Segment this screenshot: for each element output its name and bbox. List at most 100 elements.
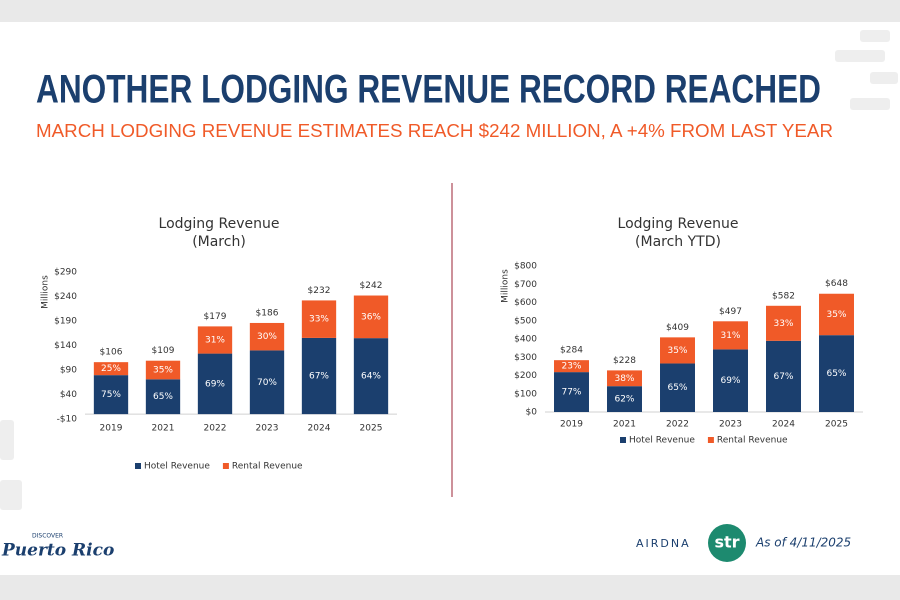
share-label: 69%	[205, 379, 225, 389]
total-label: $109	[152, 346, 175, 356]
share-label: 77%	[561, 388, 581, 398]
x-tick-label: 2022	[204, 424, 227, 434]
bar-segment	[145, 379, 181, 415]
total-label: $497	[719, 307, 742, 317]
bar-segment	[660, 337, 695, 364]
bar-segment	[819, 335, 854, 412]
y-tick-label: $290	[54, 268, 77, 278]
total-label: $648	[825, 279, 848, 289]
y-tick-label: $40	[60, 390, 77, 400]
bar-segment	[249, 350, 285, 415]
share-label: 25%	[101, 364, 121, 374]
share-label: 31%	[720, 331, 740, 341]
chart-subtitle: (March YTD)	[635, 234, 721, 250]
bar-segment	[197, 353, 233, 415]
legend-swatch	[620, 437, 626, 443]
y-tick-label: $0	[526, 408, 538, 418]
x-tick-label: 2024	[772, 420, 795, 430]
x-tick-label: 2022	[666, 420, 689, 430]
share-label: 65%	[667, 383, 687, 393]
y-tick-label: $300	[514, 353, 537, 363]
y-tick-label: -$10	[57, 415, 78, 425]
y-tick-label: $700	[514, 280, 537, 290]
y-tick-label: $240	[54, 292, 77, 302]
share-label: 35%	[826, 310, 846, 320]
x-tick-label: 2024	[308, 424, 331, 434]
bar-segment	[353, 338, 389, 415]
as-of-date: As of 4/11/2025	[755, 536, 851, 550]
total-label: $186	[256, 308, 279, 318]
bar-segment	[766, 305, 801, 341]
bar-segment	[301, 337, 337, 415]
y-tick-label: $400	[514, 335, 537, 345]
legend-swatch	[222, 463, 229, 469]
share-label: 36%	[361, 312, 381, 322]
share-label: 35%	[153, 366, 173, 376]
y-tick-label: $100	[514, 389, 537, 399]
share-label: 31%	[205, 335, 225, 345]
share-label: 65%	[153, 392, 173, 402]
bar-segment	[607, 386, 642, 412]
share-label: 67%	[773, 372, 793, 382]
slide-title: ANOTHER LODGING REVENUE RECORD REACHED	[36, 68, 821, 112]
bar-segment	[607, 370, 642, 387]
source-str: str	[714, 533, 739, 552]
y-tick-label: $140	[54, 341, 77, 351]
y-axis-label: Millions	[501, 269, 511, 303]
total-label: $228	[613, 356, 636, 366]
total-label: $232	[308, 286, 331, 296]
logo: Puerto Rico	[1, 541, 114, 561]
total-label: $284	[560, 346, 583, 356]
share-label: 70%	[257, 378, 277, 388]
share-label: 38%	[614, 374, 634, 384]
x-tick-label: 2023	[719, 420, 742, 430]
y-tick-label: $90	[60, 366, 77, 376]
source-airdna: AIRDNA	[636, 537, 691, 550]
y-axis-label: Millions	[41, 275, 51, 309]
chart-title: Lodging Revenue	[618, 216, 739, 232]
x-tick-label: 2023	[256, 424, 279, 434]
total-label: $242	[360, 281, 383, 291]
total-label: $409	[666, 323, 689, 333]
x-tick-label: 2019	[100, 424, 123, 434]
x-tick-label: 2025	[825, 420, 848, 430]
y-tick-label: $190	[54, 317, 77, 327]
legend-label: Hotel Revenue	[629, 436, 695, 446]
bar-segment	[93, 375, 129, 415]
total-label: $179	[204, 312, 227, 322]
logo-top: DISCOVER	[32, 533, 63, 540]
chart-title: Lodging Revenue	[159, 216, 280, 232]
bar-segment	[713, 321, 748, 350]
bar-segment	[766, 340, 801, 412]
x-tick-label: 2021	[152, 424, 175, 434]
legend-label: Rental Revenue	[717, 436, 788, 446]
x-tick-label: 2019	[560, 420, 583, 430]
y-tick-label: $500	[514, 316, 537, 326]
share-label: 62%	[614, 395, 634, 405]
share-label: 75%	[101, 390, 121, 400]
slide-bg	[0, 22, 900, 575]
bar-segment	[660, 363, 695, 412]
chart-subtitle: (March)	[192, 234, 246, 250]
bar-segment	[93, 362, 129, 376]
share-label: 23%	[561, 362, 581, 372]
bar-segment	[554, 360, 589, 373]
share-label: 67%	[309, 372, 329, 382]
y-tick-label: $800	[514, 262, 537, 272]
total-label: $582	[772, 291, 795, 301]
bar-segment	[353, 295, 389, 339]
bar-segment	[554, 372, 589, 412]
total-label: $106	[100, 348, 123, 358]
share-label: 33%	[309, 315, 329, 325]
legend-label: Rental Revenue	[232, 462, 303, 472]
x-tick-label: 2025	[360, 424, 383, 434]
bar-segment	[145, 360, 181, 380]
share-label: 33%	[773, 319, 793, 329]
bar-segment	[819, 293, 854, 336]
share-label: 65%	[826, 369, 846, 379]
legend-swatch	[707, 437, 714, 443]
share-label: 64%	[361, 372, 381, 382]
bar-segment	[301, 300, 337, 338]
